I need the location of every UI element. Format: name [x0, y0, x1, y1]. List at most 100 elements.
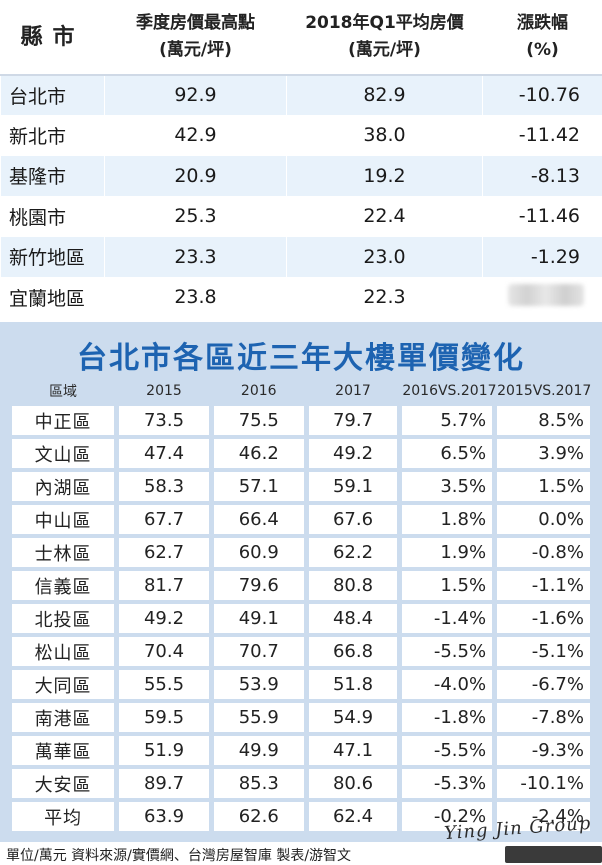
city-cell: 台北市 — [1, 75, 105, 116]
district-value-cell: 5.7% — [402, 406, 492, 435]
source-footer: 單位/萬元 資料來源/實價網、台灣房屋智庫 製表/游智文 — [6, 845, 351, 865]
header-q1: 2018年Q1平均房價 (萬元/坪) — [287, 1, 483, 75]
district-value-cell: 49.2 — [119, 604, 209, 633]
district-value-cell: -1.6% — [497, 604, 590, 633]
district-value-cell: 66.8 — [309, 637, 398, 666]
district-value-cell: 3.5% — [402, 472, 492, 501]
district-value-cell: -5.1% — [497, 637, 590, 666]
header-city: 縣市 — [1, 1, 105, 75]
district-value-cell: 6.5% — [402, 439, 492, 468]
district-value-cell: 59.1 — [309, 472, 398, 501]
district-value-cell: 48.4 — [309, 604, 398, 633]
peak-cell: 23.3 — [105, 237, 287, 278]
district-value-cell: 49.2 — [309, 439, 398, 468]
district-value-cell: 55.9 — [214, 703, 304, 732]
district-value-cell: -9.3% — [497, 736, 590, 765]
peak-cell: 25.3 — [105, 196, 287, 237]
q1-cell: 38.0 — [287, 115, 483, 156]
header-q1-line2: (萬元/坪) — [287, 37, 482, 64]
district-name-cell: 信義區 — [12, 571, 114, 600]
district-value-cell: 80.6 — [309, 769, 398, 798]
district-value-cell: 79.6 — [214, 571, 304, 600]
change-cell: -8.13 — [483, 156, 602, 197]
district-value-cell: 67.6 — [309, 505, 398, 534]
district-value-cell: -1.8% — [402, 703, 492, 732]
peak-cell: 42.9 — [105, 115, 287, 156]
q1-cell: 82.9 — [287, 75, 483, 116]
district-value-cell: -4.0% — [402, 670, 492, 699]
district-value-cell: 1.8% — [402, 505, 492, 534]
district-name-cell: 大安區 — [12, 769, 114, 798]
change-cell: -1.29 — [483, 237, 602, 278]
district-value-cell: 66.4 — [214, 505, 304, 534]
district-name-cell: 內湖區 — [12, 472, 114, 501]
city-price-table: 縣市 季度房價最高點 (萬元/坪) 2018年Q1平均房價 (萬元/坪) 漲跌幅… — [0, 0, 602, 318]
district-value-cell: 1.5% — [497, 472, 590, 501]
district-value-cell: 58.3 — [119, 472, 209, 501]
district-name-cell: 南港區 — [12, 703, 114, 732]
district-value-cell: 80.8 — [309, 571, 398, 600]
district-value-cell: 60.9 — [214, 538, 304, 567]
district-value-cell: -1.1% — [497, 571, 590, 600]
district-value-cell: -1.4% — [402, 604, 492, 633]
district-name-cell: 松山區 — [12, 637, 114, 666]
district-value-cell: 0.0% — [497, 505, 590, 534]
peak-cell: 20.9 — [105, 156, 287, 197]
header-peak-line1: 季度房價最高點 — [105, 10, 286, 37]
district-value-cell: 49.9 — [214, 736, 304, 765]
header-change-line2: (%) — [483, 37, 602, 64]
district-name-cell: 北投區 — [12, 604, 114, 633]
district-value-cell: -5.5% — [402, 736, 492, 765]
change-cell: -10.76 — [483, 75, 602, 116]
header-change-line1: 漲跌幅 — [483, 10, 602, 37]
district-header-cell: 區域 — [12, 380, 114, 402]
city-cell: 宜蘭地區 — [1, 277, 105, 318]
district-value-cell: 79.7 — [309, 406, 398, 435]
district-value-cell: -0.8% — [497, 538, 590, 567]
blurred-patch — [508, 284, 584, 306]
district-value-cell: 55.5 — [119, 670, 209, 699]
district-value-cell: 70.4 — [119, 637, 209, 666]
city-table-header-row: 縣市 季度房價最高點 (萬元/坪) 2018年Q1平均房價 (萬元/坪) 漲跌幅… — [1, 1, 602, 75]
city-cell: 新北市 — [1, 115, 105, 156]
district-value-cell: -5.3% — [402, 769, 492, 798]
change-cell: -11.42 — [483, 115, 602, 156]
q1-cell: 23.0 — [287, 237, 483, 278]
district-value-cell: 53.9 — [214, 670, 304, 699]
city-cell: 基隆市 — [1, 156, 105, 197]
district-name-cell: 文山區 — [12, 439, 114, 468]
q1-cell: 22.4 — [287, 196, 483, 237]
district-value-cell: 81.7 — [119, 571, 209, 600]
district-value-cell: 63.9 — [119, 802, 209, 831]
district-name-cell: 中正區 — [12, 406, 114, 435]
district-value-cell: 62.6 — [214, 802, 304, 831]
district-value-cell: 49.1 — [214, 604, 304, 633]
district-header-cell: 2015 — [119, 380, 209, 402]
district-value-cell: 67.7 — [119, 505, 209, 534]
district-value-cell: 51.9 — [119, 736, 209, 765]
district-value-cell: -7.8% — [497, 703, 590, 732]
district-value-cell: 3.9% — [497, 439, 590, 468]
header-q1-line1: 2018年Q1平均房價 — [287, 10, 482, 37]
district-value-cell: -10.1% — [497, 769, 590, 798]
header-change: 漲跌幅 (%) — [483, 1, 602, 75]
district-value-cell: 1.5% — [402, 571, 492, 600]
district-value-cell: 85.3 — [214, 769, 304, 798]
district-value-cell: 62.7 — [119, 538, 209, 567]
district-name-cell: 中山區 — [12, 505, 114, 534]
district-value-cell: 8.5% — [497, 406, 590, 435]
